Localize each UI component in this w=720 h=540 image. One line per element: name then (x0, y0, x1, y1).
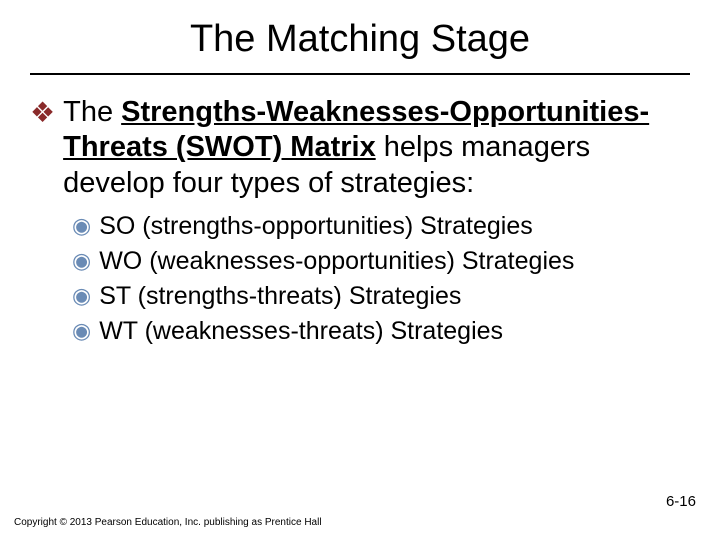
sub-bullet-text: WT (weaknesses-threats) Strategies (99, 314, 503, 349)
sub-bullet-item: ◉ ST (strengths-threats) Strategies (72, 279, 690, 314)
sub-bullet-text: SO (strengths-opportunities) Strategies (99, 209, 533, 244)
sub-bullet-item: ◉ WO (weaknesses-opportunities) Strategi… (72, 244, 690, 279)
sub-marker-icon: ◉ (72, 279, 91, 313)
copyright-footer: Copyright © 2013 Pearson Education, Inc.… (14, 517, 322, 528)
slide-number: 6-16 (666, 493, 696, 510)
slide-title: The Matching Stage (0, 18, 720, 61)
sub-marker-icon: ◉ (72, 209, 91, 243)
main-lead: The (63, 96, 121, 128)
title-block: The Matching Stage (0, 0, 720, 75)
diamond-icon: ❖ (30, 95, 55, 130)
slide: The Matching Stage ❖ The Strengths-Weakn… (0, 0, 720, 540)
sub-bullet-item: ◉ WT (weaknesses-threats) Strategies (72, 314, 690, 349)
content-area: ❖ The Strengths-Weaknesses-Opportunities… (0, 75, 720, 349)
sub-bullet-text: WO (weaknesses-opportunities) Strategies (99, 244, 574, 279)
main-bullet: ❖ The Strengths-Weaknesses-Opportunities… (30, 95, 690, 201)
sub-marker-icon: ◉ (72, 314, 91, 348)
sub-bullet-list: ◉ SO (strengths-opportunities) Strategie… (72, 209, 690, 349)
sub-bullet-text: ST (strengths-threats) Strategies (99, 279, 461, 314)
sub-marker-icon: ◉ (72, 244, 91, 278)
main-bullet-text: The Strengths-Weaknesses-Opportunities-T… (63, 95, 690, 201)
sub-bullet-item: ◉ SO (strengths-opportunities) Strategie… (72, 209, 690, 244)
